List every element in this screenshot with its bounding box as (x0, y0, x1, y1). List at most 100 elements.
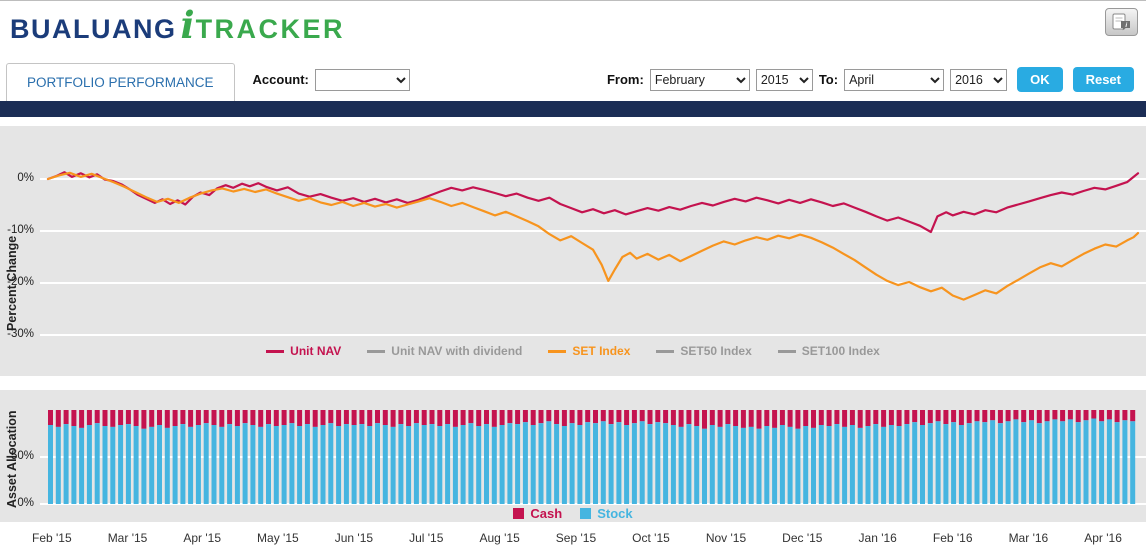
stock-bar-segment (764, 426, 770, 504)
from-month-select[interactable]: February (649, 68, 750, 91)
cash-bar-segment (468, 410, 474, 424)
stock-bar-segment (406, 426, 412, 504)
stock-bar-segment (86, 425, 92, 504)
cash-bar-segment (904, 410, 910, 425)
legend-item: SET100 Index (777, 344, 880, 358)
cash-bar-segment (725, 410, 731, 425)
to-year-select[interactable]: 2016 (950, 68, 1008, 91)
stock-bar-segment (320, 425, 326, 504)
stock-bar-segment (624, 425, 630, 504)
cash-bar-segment (694, 410, 700, 426)
cash-bar-segment (312, 410, 318, 427)
cash-bar-segment (733, 410, 739, 426)
stock-bar-segment (219, 426, 225, 504)
cash-bar-segment (281, 410, 287, 425)
to-month-select[interactable]: April (844, 68, 945, 91)
cash-bar-segment (266, 410, 271, 425)
stock-bar-segment (55, 426, 61, 504)
legend-swatch (266, 349, 285, 353)
series-set-index (46, 171, 1140, 301)
stock-bar-segment (639, 421, 645, 504)
cash-bar-segment (1083, 410, 1089, 421)
ok-button[interactable]: OK (1017, 67, 1063, 92)
stock-bar-segment (811, 427, 816, 504)
cash-bar-segment (180, 410, 186, 425)
cash-bar-segment (476, 410, 482, 426)
cash-bar-segment (608, 410, 614, 425)
stock-bar-segment (585, 422, 591, 504)
cash-bar-segment (343, 410, 349, 425)
cash-bar-segment (616, 410, 622, 423)
stock-bar-segment (538, 423, 544, 504)
cash-bar-segment (678, 410, 684, 427)
cash-bar-segment (304, 410, 310, 425)
stock-bar-segment (655, 422, 661, 504)
stock-bar-segment (1036, 423, 1042, 504)
stock-bar-segment (1091, 418, 1097, 504)
from-year-select[interactable]: 2015 (755, 68, 813, 91)
asset-allocation-axis-title: Asset Allocation (5, 410, 19, 508)
cash-bar-segment (491, 410, 497, 427)
stock-bar-segment (678, 426, 684, 504)
stock-bar-segment (577, 425, 583, 504)
cash-bar-segment (382, 410, 388, 425)
stock-bar-segment (943, 424, 949, 504)
legend-swatch (513, 508, 525, 519)
cash-bar-segment (569, 410, 575, 424)
stock-bar-segment (904, 424, 910, 504)
cash-bar-segment (888, 410, 894, 425)
stock-bar-segment (468, 423, 474, 504)
svg-text:i: i (1125, 22, 1127, 29)
stock-bar-segment (888, 425, 894, 504)
legend-swatch (656, 349, 675, 353)
stock-bar-segment (1114, 422, 1120, 504)
reset-button[interactable]: Reset (1072, 67, 1134, 92)
stock-bar-segment (990, 420, 996, 504)
cash-bar-segment (1106, 410, 1112, 420)
chat-info-icon[interactable]: i (1105, 8, 1138, 36)
stock-bar-segment (1060, 421, 1066, 504)
cash-bar-segment (670, 410, 676, 425)
legend-label: Unit NAV (290, 344, 342, 358)
legend-item: Stock (580, 506, 633, 521)
cash-bar-segment (515, 410, 521, 425)
stock-bar-segment (647, 424, 653, 504)
stock-bar-segment (865, 426, 871, 504)
stock-bar-segment (281, 425, 287, 504)
account-select[interactable] (314, 68, 410, 91)
cash-bar-segment (297, 410, 303, 426)
cash-bar-segment (554, 410, 560, 425)
legend-item: Unit NAV (266, 344, 341, 358)
stock-bar-segment (1075, 422, 1081, 504)
stock-bar-segment (1083, 420, 1089, 504)
cash-bar-segment (460, 410, 466, 425)
stock-bar-segment (437, 426, 443, 504)
stock-bar-segment (476, 426, 482, 504)
stock-bar-segment (110, 426, 116, 504)
toolbar: PORTFOLIO PERFORMANCE Account: From: Feb… (0, 58, 1146, 101)
stock-bar-segment (289, 423, 295, 504)
legend-item: SET Index (548, 344, 630, 358)
cash-bar-segment (234, 410, 240, 426)
stock-bar-segment (818, 425, 824, 504)
account-label: Account: (252, 72, 309, 87)
legend-item: Cash (513, 506, 562, 521)
cash-bar-segment (593, 410, 598, 424)
cash-bar-segment (826, 410, 832, 426)
stock-bar-segment (149, 426, 155, 504)
stock-bar-segment (250, 425, 256, 504)
stock-bar-segment (616, 422, 622, 504)
cash-bar-segment (328, 410, 334, 424)
stock-bar-segment (102, 426, 108, 504)
cash-bar-segment (624, 410, 630, 425)
logo-tracker: TRACKER (195, 14, 346, 44)
header: BUALUANG i TRACKER i (0, 1, 1146, 58)
stock-bar-segment (515, 424, 521, 504)
stock-bar-segment (569, 423, 575, 504)
cash-bar-segment (133, 410, 139, 426)
cash-bar-segment (227, 410, 233, 425)
x-axis-label: Apr '16 (1084, 531, 1122, 545)
stock-bar-segment (717, 426, 723, 504)
x-axis-label: Aug '15 (479, 531, 520, 545)
tab-portfolio-performance[interactable]: PORTFOLIO PERFORMANCE (6, 63, 235, 101)
